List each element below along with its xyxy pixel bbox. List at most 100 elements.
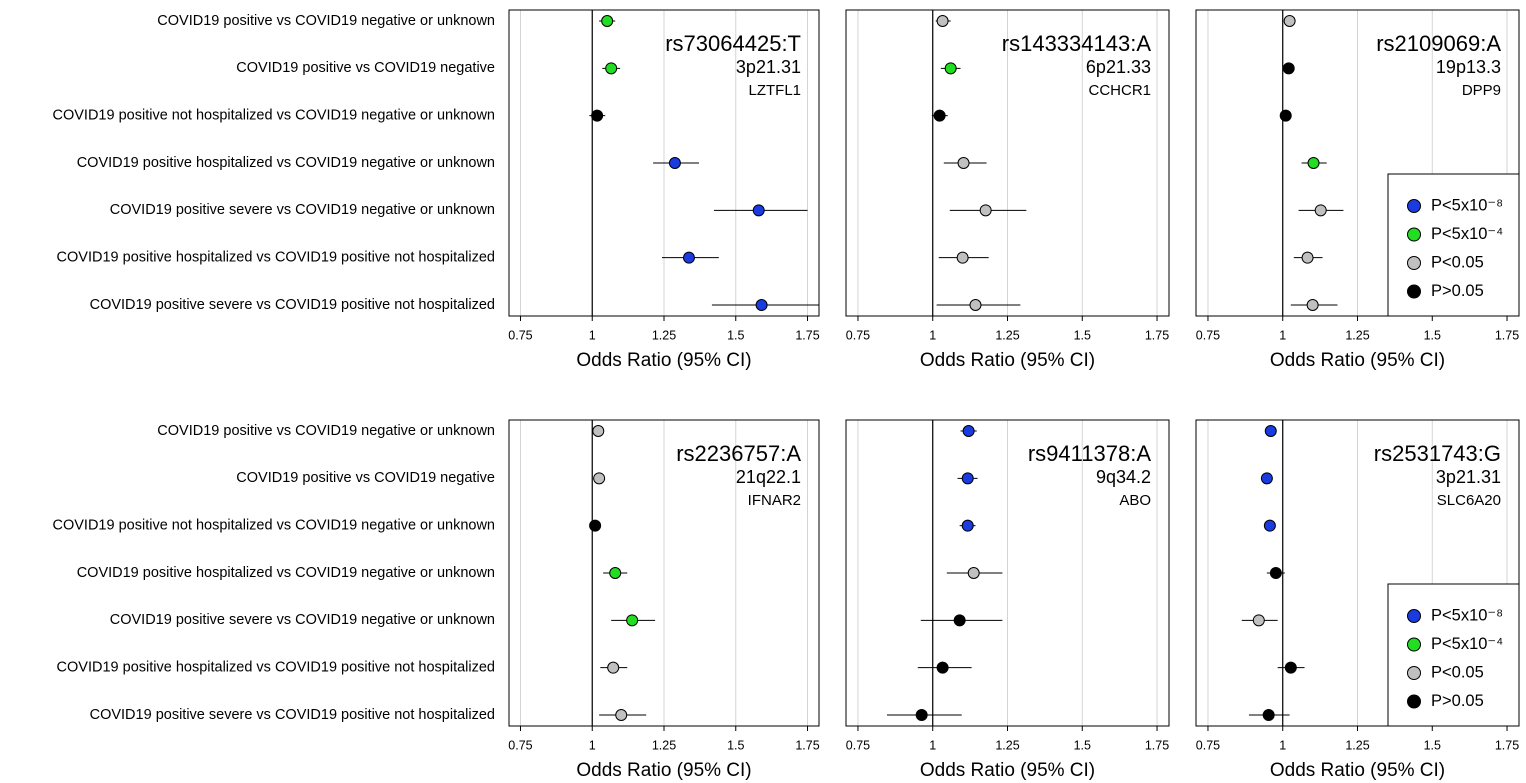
point bbox=[1306, 299, 1319, 311]
x-axis-label: Odds Ratio (95% CI) bbox=[920, 350, 1095, 371]
gene: DPP9 bbox=[1462, 82, 1501, 99]
point bbox=[944, 62, 957, 75]
x-tick-label: 1.25 bbox=[995, 738, 1019, 752]
x-tick-label: 1 bbox=[929, 328, 936, 342]
legend-swatch bbox=[1407, 637, 1421, 652]
x-tick-label: 1.75 bbox=[1145, 328, 1169, 342]
x-tick-label: 1.75 bbox=[1495, 738, 1519, 752]
point bbox=[1260, 472, 1273, 485]
point bbox=[607, 661, 620, 674]
point bbox=[1301, 251, 1314, 264]
point bbox=[755, 299, 768, 311]
category-label: COVID19 positive hospitalized vs COVID19… bbox=[57, 659, 495, 675]
category-label: COVID19 positive not hospitalized vs COV… bbox=[53, 107, 495, 123]
x-tick-label: 1.75 bbox=[795, 738, 819, 752]
x-axis-label: Odds Ratio (95% CI) bbox=[1270, 760, 1445, 781]
point bbox=[593, 472, 606, 485]
snp-title: rs73064425:T bbox=[665, 31, 801, 56]
point bbox=[961, 519, 974, 532]
x-axis-label: Odds Ratio (95% CI) bbox=[920, 760, 1095, 781]
x-tick-label: 0.75 bbox=[1196, 738, 1220, 752]
category-label: COVID19 positive severe vs COVID19 negat… bbox=[110, 612, 495, 628]
x-tick-label: 1.5 bbox=[1424, 328, 1441, 342]
category-label: COVID19 positive vs COVID19 negative bbox=[236, 60, 495, 76]
legend-label: P<0.05 bbox=[1431, 663, 1484, 681]
x-tick-label: 1 bbox=[1279, 738, 1286, 752]
x-tick-label: 1 bbox=[929, 738, 936, 752]
point bbox=[592, 425, 605, 437]
point bbox=[1263, 519, 1276, 532]
x-tick-label: 1.25 bbox=[1345, 738, 1369, 752]
point bbox=[1269, 567, 1282, 579]
point bbox=[1307, 157, 1320, 169]
x-tick-label: 1.5 bbox=[727, 328, 744, 342]
gene: SLC6A20 bbox=[1437, 492, 1501, 509]
x-axis-label: Odds Ratio (95% CI) bbox=[576, 760, 751, 781]
legend-label: P<5x10⁻⁴ bbox=[1431, 635, 1503, 653]
snp-title: rs2531743:G bbox=[1374, 441, 1501, 466]
x-tick-label: 1.75 bbox=[795, 328, 819, 342]
point bbox=[601, 15, 614, 27]
x-axis-label: Odds Ratio (95% CI) bbox=[576, 350, 751, 371]
x-tick-label: 0.75 bbox=[846, 738, 870, 752]
point bbox=[936, 15, 949, 27]
category-label: COVID19 positive hospitalized vs COVID19… bbox=[77, 565, 495, 581]
point bbox=[969, 299, 982, 311]
point bbox=[591, 109, 604, 122]
cytoband: 19p13.3 bbox=[1436, 57, 1501, 77]
point bbox=[956, 251, 969, 264]
legend-swatch bbox=[1407, 666, 1421, 680]
point bbox=[1279, 109, 1292, 122]
x-tick-label: 0.75 bbox=[508, 328, 532, 342]
point bbox=[752, 204, 765, 217]
category-label: COVID19 positive vs COVID19 negative or … bbox=[157, 423, 495, 439]
legend-swatch bbox=[1407, 694, 1421, 709]
cytoband: 3p21.31 bbox=[736, 57, 801, 77]
category-label: COVID19 positive severe vs COVID19 posit… bbox=[90, 707, 495, 723]
legend-swatch bbox=[1407, 256, 1421, 270]
cytoband: 9q34.2 bbox=[1096, 467, 1151, 487]
legend-label: P<5x10⁻⁸ bbox=[1431, 196, 1503, 214]
legend-label: P>0.05 bbox=[1431, 282, 1484, 300]
legend-label: P<0.05 bbox=[1431, 253, 1484, 271]
point bbox=[1283, 15, 1296, 27]
x-tick-label: 0.75 bbox=[508, 738, 532, 752]
legend-swatch bbox=[1407, 199, 1421, 213]
gene: LZTFL1 bbox=[748, 82, 801, 99]
point bbox=[615, 709, 628, 721]
x-tick-label: 1.5 bbox=[1074, 328, 1091, 342]
point bbox=[962, 425, 975, 437]
gene: ABO bbox=[1119, 492, 1151, 509]
x-tick-label: 0.75 bbox=[846, 328, 870, 342]
plot-frame bbox=[845, 419, 1170, 727]
x-tick-label: 1.25 bbox=[652, 328, 676, 342]
point bbox=[1282, 62, 1295, 75]
category-label: COVID19 positive hospitalized vs COVID19… bbox=[77, 155, 495, 171]
x-axis-label: Odds Ratio (95% CI) bbox=[1270, 350, 1445, 371]
cytoband: 3p21.31 bbox=[1436, 467, 1501, 487]
cytoband: 6p21.33 bbox=[1086, 57, 1151, 77]
cytoband: 21q22.1 bbox=[736, 467, 801, 487]
category-label: COVID19 positive hospitalized vs COVID19… bbox=[57, 249, 495, 265]
snp-title: rs143334143:A bbox=[1002, 31, 1152, 56]
gene: CCHCR1 bbox=[1088, 82, 1151, 99]
x-tick-label: 1.5 bbox=[1074, 738, 1091, 752]
category-label: COVID19 positive vs COVID19 negative or … bbox=[157, 13, 495, 29]
legend-label: P<5x10⁻⁸ bbox=[1431, 606, 1503, 624]
snp-title: rs2236757:A bbox=[676, 441, 801, 466]
plot-frame bbox=[1195, 9, 1520, 317]
x-tick-label: 1 bbox=[589, 738, 596, 752]
legend-swatch bbox=[1407, 609, 1421, 623]
point bbox=[682, 251, 695, 264]
point bbox=[953, 614, 966, 627]
x-tick-label: 1.5 bbox=[727, 738, 744, 752]
point bbox=[915, 709, 928, 721]
point bbox=[961, 472, 974, 485]
snp-title: rs9411378:A bbox=[1028, 441, 1151, 466]
x-tick-label: 1.25 bbox=[995, 328, 1019, 342]
point bbox=[957, 157, 970, 169]
category-label: COVID19 positive not hospitalized vs COV… bbox=[53, 517, 495, 533]
point bbox=[933, 109, 946, 122]
